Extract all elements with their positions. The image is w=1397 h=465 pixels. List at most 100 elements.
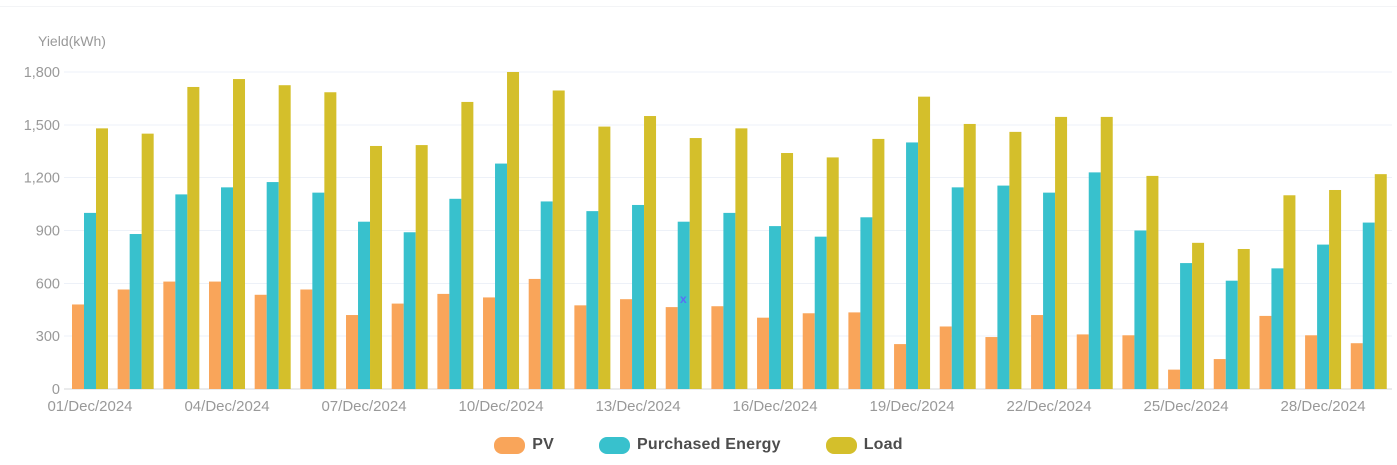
legend-item-load[interactable]: Load bbox=[825, 436, 903, 454]
bar-load[interactable] bbox=[461, 101, 474, 389]
bar-load[interactable] bbox=[1009, 131, 1022, 389]
bar-pv[interactable] bbox=[1168, 369, 1181, 389]
bar-purchased-energy[interactable] bbox=[1271, 268, 1284, 389]
bar-pv[interactable] bbox=[437, 293, 450, 389]
bar-purchased-energy[interactable] bbox=[175, 194, 188, 389]
bar-purchased-energy[interactable] bbox=[540, 201, 553, 389]
bar-pv[interactable] bbox=[939, 326, 952, 389]
bar-purchased-energy[interactable] bbox=[906, 142, 919, 389]
bar-pv[interactable] bbox=[1122, 335, 1135, 389]
bar-load[interactable] bbox=[370, 145, 383, 389]
bar-load[interactable] bbox=[1283, 195, 1296, 389]
bar-pv[interactable] bbox=[848, 312, 861, 389]
bar-load[interactable] bbox=[233, 79, 246, 390]
bar-pv[interactable] bbox=[894, 344, 907, 389]
bar-load[interactable] bbox=[644, 116, 657, 390]
bar-pv[interactable] bbox=[300, 289, 313, 389]
bar-pv[interactable] bbox=[757, 317, 770, 389]
bar-load[interactable] bbox=[1237, 248, 1250, 389]
y-axis-title: Yield(kWh) bbox=[38, 33, 106, 49]
bar-pv[interactable] bbox=[620, 299, 633, 389]
bar-pv[interactable] bbox=[1350, 343, 1363, 389]
bar-pv[interactable] bbox=[1259, 315, 1272, 389]
bar-pv[interactable] bbox=[574, 305, 587, 389]
bar-purchased-energy[interactable] bbox=[358, 221, 371, 389]
y-tick-label: 1,500 bbox=[24, 118, 60, 134]
bar-purchased-energy[interactable] bbox=[997, 185, 1010, 389]
bar-load[interactable] bbox=[552, 90, 565, 389]
x-tick-label: 25/Dec/2024 bbox=[1144, 398, 1229, 415]
legend-item-pv[interactable]: PV bbox=[494, 436, 554, 454]
bar-load[interactable] bbox=[689, 138, 702, 389]
legend-swatch-icon bbox=[494, 436, 526, 454]
bar-load[interactable] bbox=[872, 138, 885, 389]
bar-load[interactable] bbox=[1100, 116, 1113, 390]
bar-load[interactable] bbox=[415, 145, 428, 389]
bar-load[interactable] bbox=[187, 86, 200, 389]
bar-purchased-energy[interactable] bbox=[677, 221, 690, 389]
bar-purchased-energy[interactable] bbox=[814, 236, 827, 389]
bar-purchased-energy[interactable] bbox=[84, 212, 96, 389]
bar-purchased-energy[interactable] bbox=[312, 192, 325, 389]
bar-load[interactable] bbox=[781, 153, 794, 389]
legend-item-purchased-energy[interactable]: Purchased Energy bbox=[599, 436, 781, 454]
bar-pv[interactable] bbox=[1305, 335, 1318, 389]
bar-pv[interactable] bbox=[528, 278, 541, 389]
bar-pv[interactable] bbox=[254, 294, 267, 389]
bar-load[interactable] bbox=[735, 128, 748, 389]
bar-load[interactable] bbox=[1055, 116, 1068, 390]
bar-purchased-energy[interactable] bbox=[769, 226, 782, 389]
bar-pv[interactable] bbox=[209, 281, 222, 389]
bar-purchased-energy[interactable] bbox=[632, 204, 645, 389]
bar-purchased-energy[interactable] bbox=[1043, 192, 1056, 389]
bar-load[interactable] bbox=[918, 96, 931, 390]
y-tick-label: 300 bbox=[36, 329, 60, 345]
bar-purchased-energy[interactable] bbox=[1317, 244, 1330, 389]
bar-purchased-energy[interactable] bbox=[1180, 263, 1193, 389]
bar-load[interactable] bbox=[507, 72, 520, 389]
bar-pv[interactable] bbox=[72, 304, 84, 389]
bar-load[interactable] bbox=[278, 85, 291, 389]
bar-purchased-energy[interactable] bbox=[495, 163, 508, 389]
bar-pv[interactable] bbox=[483, 297, 496, 389]
bar-pv[interactable] bbox=[163, 281, 176, 389]
bar-load[interactable] bbox=[598, 126, 611, 389]
bar-pv[interactable] bbox=[1031, 315, 1044, 389]
bar-pv[interactable] bbox=[391, 303, 404, 389]
bar-pv[interactable] bbox=[1213, 359, 1226, 389]
bar-purchased-energy[interactable] bbox=[951, 187, 964, 389]
bar-purchased-energy[interactable] bbox=[1362, 222, 1375, 389]
bar-pv[interactable] bbox=[117, 289, 130, 389]
bar-load[interactable] bbox=[826, 157, 839, 389]
bar-pv[interactable] bbox=[802, 313, 815, 389]
bar-pv[interactable] bbox=[665, 307, 678, 389]
legend-label: Load bbox=[863, 436, 903, 453]
bar-purchased-energy[interactable] bbox=[1088, 172, 1101, 389]
bar-purchased-energy[interactable] bbox=[403, 232, 416, 389]
bar-load[interactable] bbox=[1374, 174, 1387, 389]
legend-label: PV bbox=[532, 436, 554, 453]
bar-pv[interactable] bbox=[1076, 334, 1089, 389]
bar-purchased-energy[interactable] bbox=[221, 187, 234, 389]
bar-pv[interactable] bbox=[346, 315, 359, 389]
bar-purchased-energy[interactable] bbox=[723, 212, 736, 389]
bar-load[interactable] bbox=[96, 128, 108, 389]
bar-purchased-energy[interactable] bbox=[586, 211, 599, 389]
bar-purchased-energy[interactable] bbox=[1134, 230, 1147, 390]
bar-load[interactable] bbox=[1146, 175, 1159, 389]
bar-purchased-energy[interactable] bbox=[129, 234, 142, 389]
bar-load[interactable] bbox=[141, 133, 154, 389]
bar-purchased-energy[interactable] bbox=[449, 198, 462, 389]
bar-purchased-energy[interactable] bbox=[1225, 280, 1238, 389]
bar-load[interactable] bbox=[963, 123, 976, 390]
bar-purchased-energy[interactable] bbox=[266, 182, 279, 389]
bar-pv[interactable] bbox=[985, 337, 998, 389]
top-divider bbox=[0, 6, 1397, 7]
bar-pv[interactable] bbox=[711, 306, 724, 389]
bar-load[interactable] bbox=[1192, 242, 1205, 389]
bar-load[interactable] bbox=[324, 92, 337, 389]
bar-purchased-energy[interactable] bbox=[860, 217, 873, 389]
legend-label: Purchased Energy bbox=[637, 436, 781, 453]
bar-load[interactable] bbox=[1329, 189, 1342, 389]
